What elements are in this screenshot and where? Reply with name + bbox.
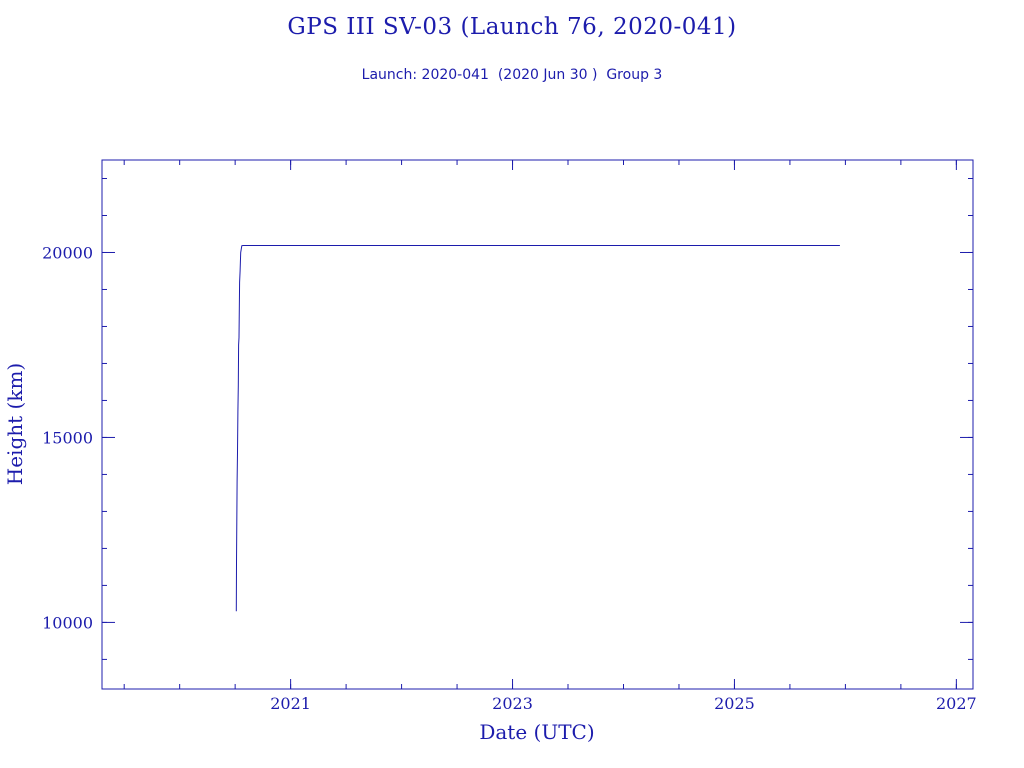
chart-subtitle: Launch: 2020-041 (2020 Jun 30 ) Group 3 [361, 67, 663, 83]
series-line-height [235, 245, 840, 612]
x-tick-label: 2025 [714, 694, 755, 713]
axis-ticks [102, 160, 973, 689]
y-tick-label: 10000 [42, 613, 93, 632]
x-tick-label: 2023 [492, 694, 533, 713]
x-axis-label: Date (UTC) [479, 720, 594, 744]
plot-frame [101, 159, 974, 690]
y-tick-label: 20000 [42, 243, 93, 262]
y-tick-label: 15000 [42, 428, 93, 447]
chart-title: GPS III SV-03 (Launch 76, 2020-041) [287, 14, 737, 40]
x-tick-label: 2027 [936, 694, 977, 713]
x-tick-label: 2021 [270, 694, 311, 713]
y-axis-label: Height (km) [3, 363, 27, 485]
axis-tick-labels: 2021 2023 2025 2027 10000 15000 20000 [42, 243, 977, 713]
